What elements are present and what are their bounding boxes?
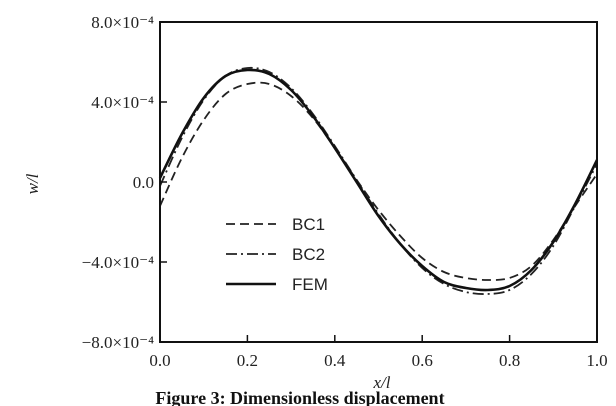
legend-label-bc1: BC1 — [292, 215, 325, 234]
x-tick-label: 0.0 — [149, 351, 170, 370]
y-tick-label: 0.0 — [133, 173, 154, 192]
x-tick-label: 0.6 — [412, 351, 433, 370]
axes: 0.0 0.2 0.4 0.6 0.8 1.0 8.0×10⁻⁴ 4.0×10⁻⁴ 0.0 −4.… — [23, 13, 608, 392]
figure-caption: Figure 3: Dimensionless displacement — [155, 388, 444, 406]
legend-label-bc2: BC2 — [292, 245, 325, 264]
y-axis-label: w/l — [23, 173, 42, 194]
x-axis-label: x/l — [373, 373, 391, 392]
y-tick-label: −8.0×10⁻⁴ — [82, 333, 154, 352]
y-tick-label: 8.0×10⁻⁴ — [91, 13, 154, 32]
series-line-fem — [158, 68, 599, 292]
legend: BC1 BC2 FEM — [226, 215, 328, 294]
x-tick-label: 1.0 — [586, 351, 607, 370]
x-tick-label: 0.2 — [237, 351, 258, 370]
y-tick-label: −4.0×10⁻⁴ — [82, 253, 154, 272]
y-tick-label: 4.0×10⁻⁴ — [91, 93, 154, 112]
x-tick-label: 0.8 — [499, 351, 520, 370]
legend-label-fem: FEM — [292, 275, 328, 294]
series-line-bc1 — [159, 81, 598, 281]
x-tick-label: 0.4 — [324, 351, 346, 370]
series-line-bc2 — [159, 66, 598, 295]
plot-area — [158, 66, 599, 295]
plot-frame — [159, 21, 598, 343]
